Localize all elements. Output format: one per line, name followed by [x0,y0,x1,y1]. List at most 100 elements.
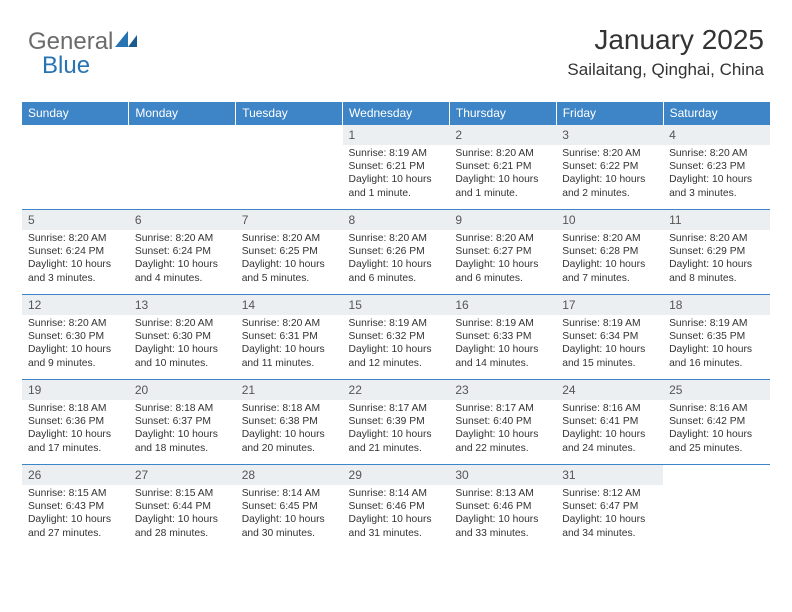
calendar-day: 21 Sunrise: 8:18 AMSunset: 6:38 PMDayligh… [236,380,343,465]
sunset-text: Sunset: 6:42 PM [669,415,764,428]
calendar-day: 3Sunrise: 8:20 AMSunset: 6:22 PMDaylight… [556,125,663,210]
sunset-text: Sunset: 6:21 PM [455,160,550,173]
day-number: 25 [663,380,770,400]
day-number: 19 [22,380,129,400]
daylight-text: Daylight: 10 hours and 27 minutes. [28,513,123,539]
sunset-text: Sunset: 6:34 PM [562,330,657,343]
sunset-text: Sunset: 6:36 PM [28,415,123,428]
day-number: 22 [343,380,450,400]
daylight-text: Daylight: 10 hours and 17 minutes. [28,428,123,454]
calendar-day: 17Sunrise: 8:19 AMSunset: 6:34 PMDayligh… [556,295,663,380]
sunset-text: Sunset: 6:46 PM [349,500,444,513]
calendar-day: 28Sunrise: 8:14 AMSunset: 6:45 PMDayligh… [236,465,343,545]
calendar-day: 14Sunrise: 8:20 AMSunset: 6:31 PMDayligh… [236,295,343,380]
sunrise-text: Sunrise: 8:14 AM [349,487,444,500]
day-details: Sunrise: 8:16 AMSunset: 6:42 PMDaylight:… [663,400,770,459]
sunset-text: Sunset: 6:31 PM [242,330,337,343]
day-details: Sunrise: 8:20 AMSunset: 6:24 PMDaylight:… [22,230,129,289]
calendar-table: SundayMondayTuesdayWednesdayThursdayFrid… [22,102,770,545]
sunset-text: Sunset: 6:30 PM [28,330,123,343]
sunset-text: Sunset: 6:27 PM [455,245,550,258]
calendar-week: 12Sunrise: 8:20 AMSunset: 6:30 PMDayligh… [22,295,770,380]
daylight-text: Daylight: 10 hours and 33 minutes. [455,513,550,539]
day-details: Sunrise: 8:18 AMSunset: 6:36 PMDaylight:… [22,400,129,459]
day-details: Sunrise: 8:20 AMSunset: 6:30 PMDaylight:… [22,315,129,374]
day-details: Sunrise: 8:14 AMSunset: 6:45 PMDaylight:… [236,485,343,544]
calendar-day: 8Sunrise: 8:20 AMSunset: 6:26 PMDaylight… [343,210,450,295]
sunrise-text: Sunrise: 8:20 AM [669,232,764,245]
sunset-text: Sunset: 6:45 PM [242,500,337,513]
brand-part2: Blue [42,52,90,79]
calendar-day [22,125,129,210]
calendar-day: 15Sunrise: 8:19 AMSunset: 6:32 PMDayligh… [343,295,450,380]
sunset-text: Sunset: 6:39 PM [349,415,444,428]
calendar-day: 26Sunrise: 8:15 AMSunset: 6:43 PMDayligh… [22,465,129,545]
daylight-text: Daylight: 10 hours and 12 minutes. [349,343,444,369]
sunset-text: Sunset: 6:29 PM [669,245,764,258]
day-details: Sunrise: 8:20 AMSunset: 6:28 PMDaylight:… [556,230,663,289]
calendar-day: 5Sunrise: 8:20 AMSunset: 6:24 PMDaylight… [22,210,129,295]
day-number: 28 [236,465,343,485]
sunset-text: Sunset: 6:24 PM [135,245,230,258]
calendar-day: 6Sunrise: 8:20 AMSunset: 6:24 PMDaylight… [129,210,236,295]
sunrise-text: Sunrise: 8:15 AM [28,487,123,500]
sunrise-text: Sunrise: 8:20 AM [28,232,123,245]
sunrise-text: Sunrise: 8:19 AM [669,317,764,330]
day-number: 2 [449,125,556,145]
sunrise-text: Sunrise: 8:12 AM [562,487,657,500]
sunset-text: Sunset: 6:30 PM [135,330,230,343]
sunrise-text: Sunrise: 8:15 AM [135,487,230,500]
sunset-text: Sunset: 6:35 PM [669,330,764,343]
day-details: Sunrise: 8:19 AMSunset: 6:21 PMDaylight:… [343,145,450,204]
sunrise-text: Sunrise: 8:20 AM [455,232,550,245]
sunset-text: Sunset: 6:38 PM [242,415,337,428]
day-details: Sunrise: 8:17 AMSunset: 6:39 PMDaylight:… [343,400,450,459]
day-details: Sunrise: 8:17 AMSunset: 6:40 PMDaylight:… [449,400,556,459]
day-details: Sunrise: 8:15 AMSunset: 6:44 PMDaylight:… [129,485,236,544]
sunrise-text: Sunrise: 8:19 AM [349,147,444,160]
calendar-day: 12Sunrise: 8:20 AMSunset: 6:30 PMDayligh… [22,295,129,380]
sunrise-text: Sunrise: 8:20 AM [28,317,123,330]
day-details: Sunrise: 8:20 AMSunset: 6:22 PMDaylight:… [556,145,663,204]
daylight-text: Daylight: 10 hours and 6 minutes. [349,258,444,284]
daylight-text: Daylight: 10 hours and 25 minutes. [669,428,764,454]
daylight-text: Daylight: 10 hours and 22 minutes. [455,428,550,454]
sunrise-text: Sunrise: 8:17 AM [455,402,550,415]
calendar-week: 5Sunrise: 8:20 AMSunset: 6:24 PMDaylight… [22,210,770,295]
day-number: 8 [343,210,450,230]
calendar-week: 1Sunrise: 8:19 AMSunset: 6:21 PMDaylight… [22,125,770,210]
daylight-text: Daylight: 10 hours and 1 minute. [455,173,550,199]
sunset-text: Sunset: 6:47 PM [562,500,657,513]
day-number: 16 [449,295,556,315]
sunset-text: Sunset: 6:24 PM [28,245,123,258]
sunrise-text: Sunrise: 8:19 AM [455,317,550,330]
daylight-text: Daylight: 10 hours and 7 minutes. [562,258,657,284]
sunrise-text: Sunrise: 8:17 AM [349,402,444,415]
page-subtitle: Sailaitang, Qinghai, China [567,60,764,80]
calendar-day: 9Sunrise: 8:20 AMSunset: 6:27 PMDaylight… [449,210,556,295]
day-number: 4 [663,125,770,145]
day-details: Sunrise: 8:15 AMSunset: 6:43 PMDaylight:… [22,485,129,544]
daylight-text: Daylight: 10 hours and 20 minutes. [242,428,337,454]
day-number: 23 [449,380,556,400]
daylight-text: Daylight: 10 hours and 2 minutes. [562,173,657,199]
daylight-text: Daylight: 10 hours and 31 minutes. [349,513,444,539]
day-details: Sunrise: 8:20 AMSunset: 6:26 PMDaylight:… [343,230,450,289]
calendar-day: 1Sunrise: 8:19 AMSunset: 6:21 PMDaylight… [343,125,450,210]
calendar-week: 19Sunrise: 8:18 AMSunset: 6:36 PMDayligh… [22,380,770,465]
calendar-day: 30Sunrise: 8:13 AMSunset: 6:46 PMDayligh… [449,465,556,545]
day-number: 31 [556,465,663,485]
sunrise-text: Sunrise: 8:20 AM [562,232,657,245]
day-number: 21 [236,380,343,400]
day-number: 26 [22,465,129,485]
daylight-text: Daylight: 10 hours and 3 minutes. [28,258,123,284]
sunset-text: Sunset: 6:33 PM [455,330,550,343]
calendar-day: 29Sunrise: 8:14 AMSunset: 6:46 PMDayligh… [343,465,450,545]
day-details: Sunrise: 8:19 AMSunset: 6:33 PMDaylight:… [449,315,556,374]
day-details: Sunrise: 8:20 AMSunset: 6:21 PMDaylight:… [449,145,556,204]
daylight-text: Daylight: 10 hours and 9 minutes. [28,343,123,369]
sunrise-text: Sunrise: 8:18 AM [28,402,123,415]
sunset-text: Sunset: 6:21 PM [349,160,444,173]
day-header: Friday [556,102,663,125]
sunrise-text: Sunrise: 8:18 AM [242,402,337,415]
